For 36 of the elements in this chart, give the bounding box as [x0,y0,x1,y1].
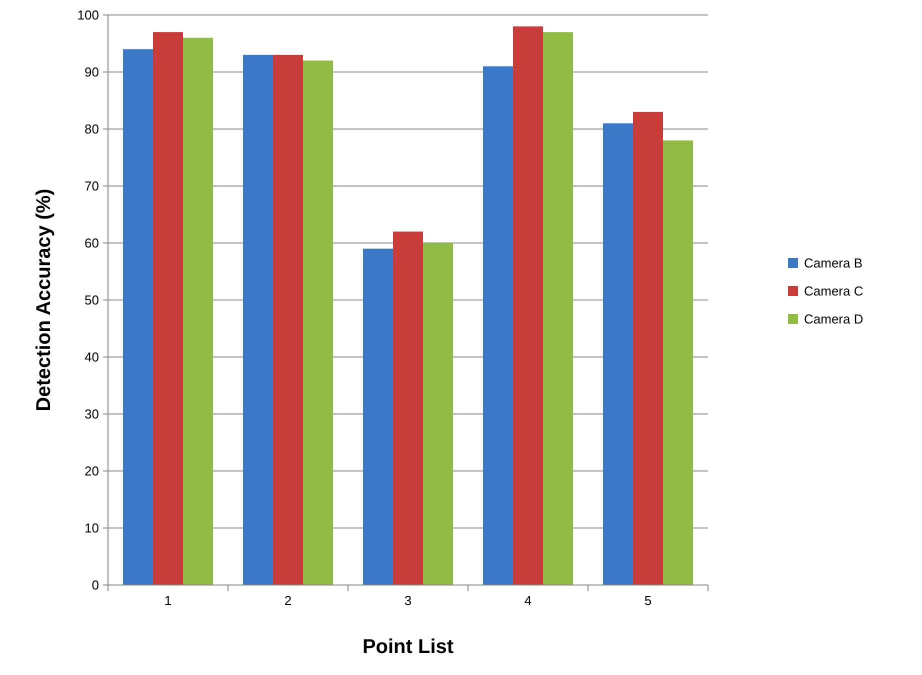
y-axis-title: Detection Accuracy (%) [33,188,55,412]
x-axis-title: Point List [362,636,454,658]
bar [273,54,303,585]
y-tick-label: 30 [84,406,99,422]
y-tick-label: 20 [84,464,99,479]
bar [513,26,543,585]
bar [663,140,693,585]
bar [423,243,453,585]
y-tick-label: 60 [84,236,99,251]
legend-label: Camera C [804,284,864,299]
x-tick-label: 5 [644,593,652,608]
bar [153,32,183,585]
bar [543,32,573,585]
bar [183,38,213,585]
y-tick-label: 50 [84,292,99,308]
y-tick-label: 100 [77,8,99,23]
bar [363,248,393,585]
bar [243,54,273,585]
x-tick-label: 3 [404,593,412,608]
y-tick-label: 80 [84,122,99,137]
legend-label: Camera B [804,256,863,271]
x-tick-label: 1 [164,593,172,608]
legend-label: Camera D [804,312,864,327]
x-tick-label: 2 [284,593,292,608]
bar [633,112,663,585]
bar [603,123,633,585]
bar [483,66,513,585]
bar [393,232,423,585]
y-tick-label: 90 [84,64,99,80]
y-tick-label: 10 [84,520,99,536]
bar [123,49,153,585]
bar [303,60,333,585]
y-tick-label: 40 [84,350,99,365]
y-tick-label: 70 [84,178,99,194]
x-tick-label: 4 [524,593,532,608]
y-tick-label: 0 [92,578,99,593]
